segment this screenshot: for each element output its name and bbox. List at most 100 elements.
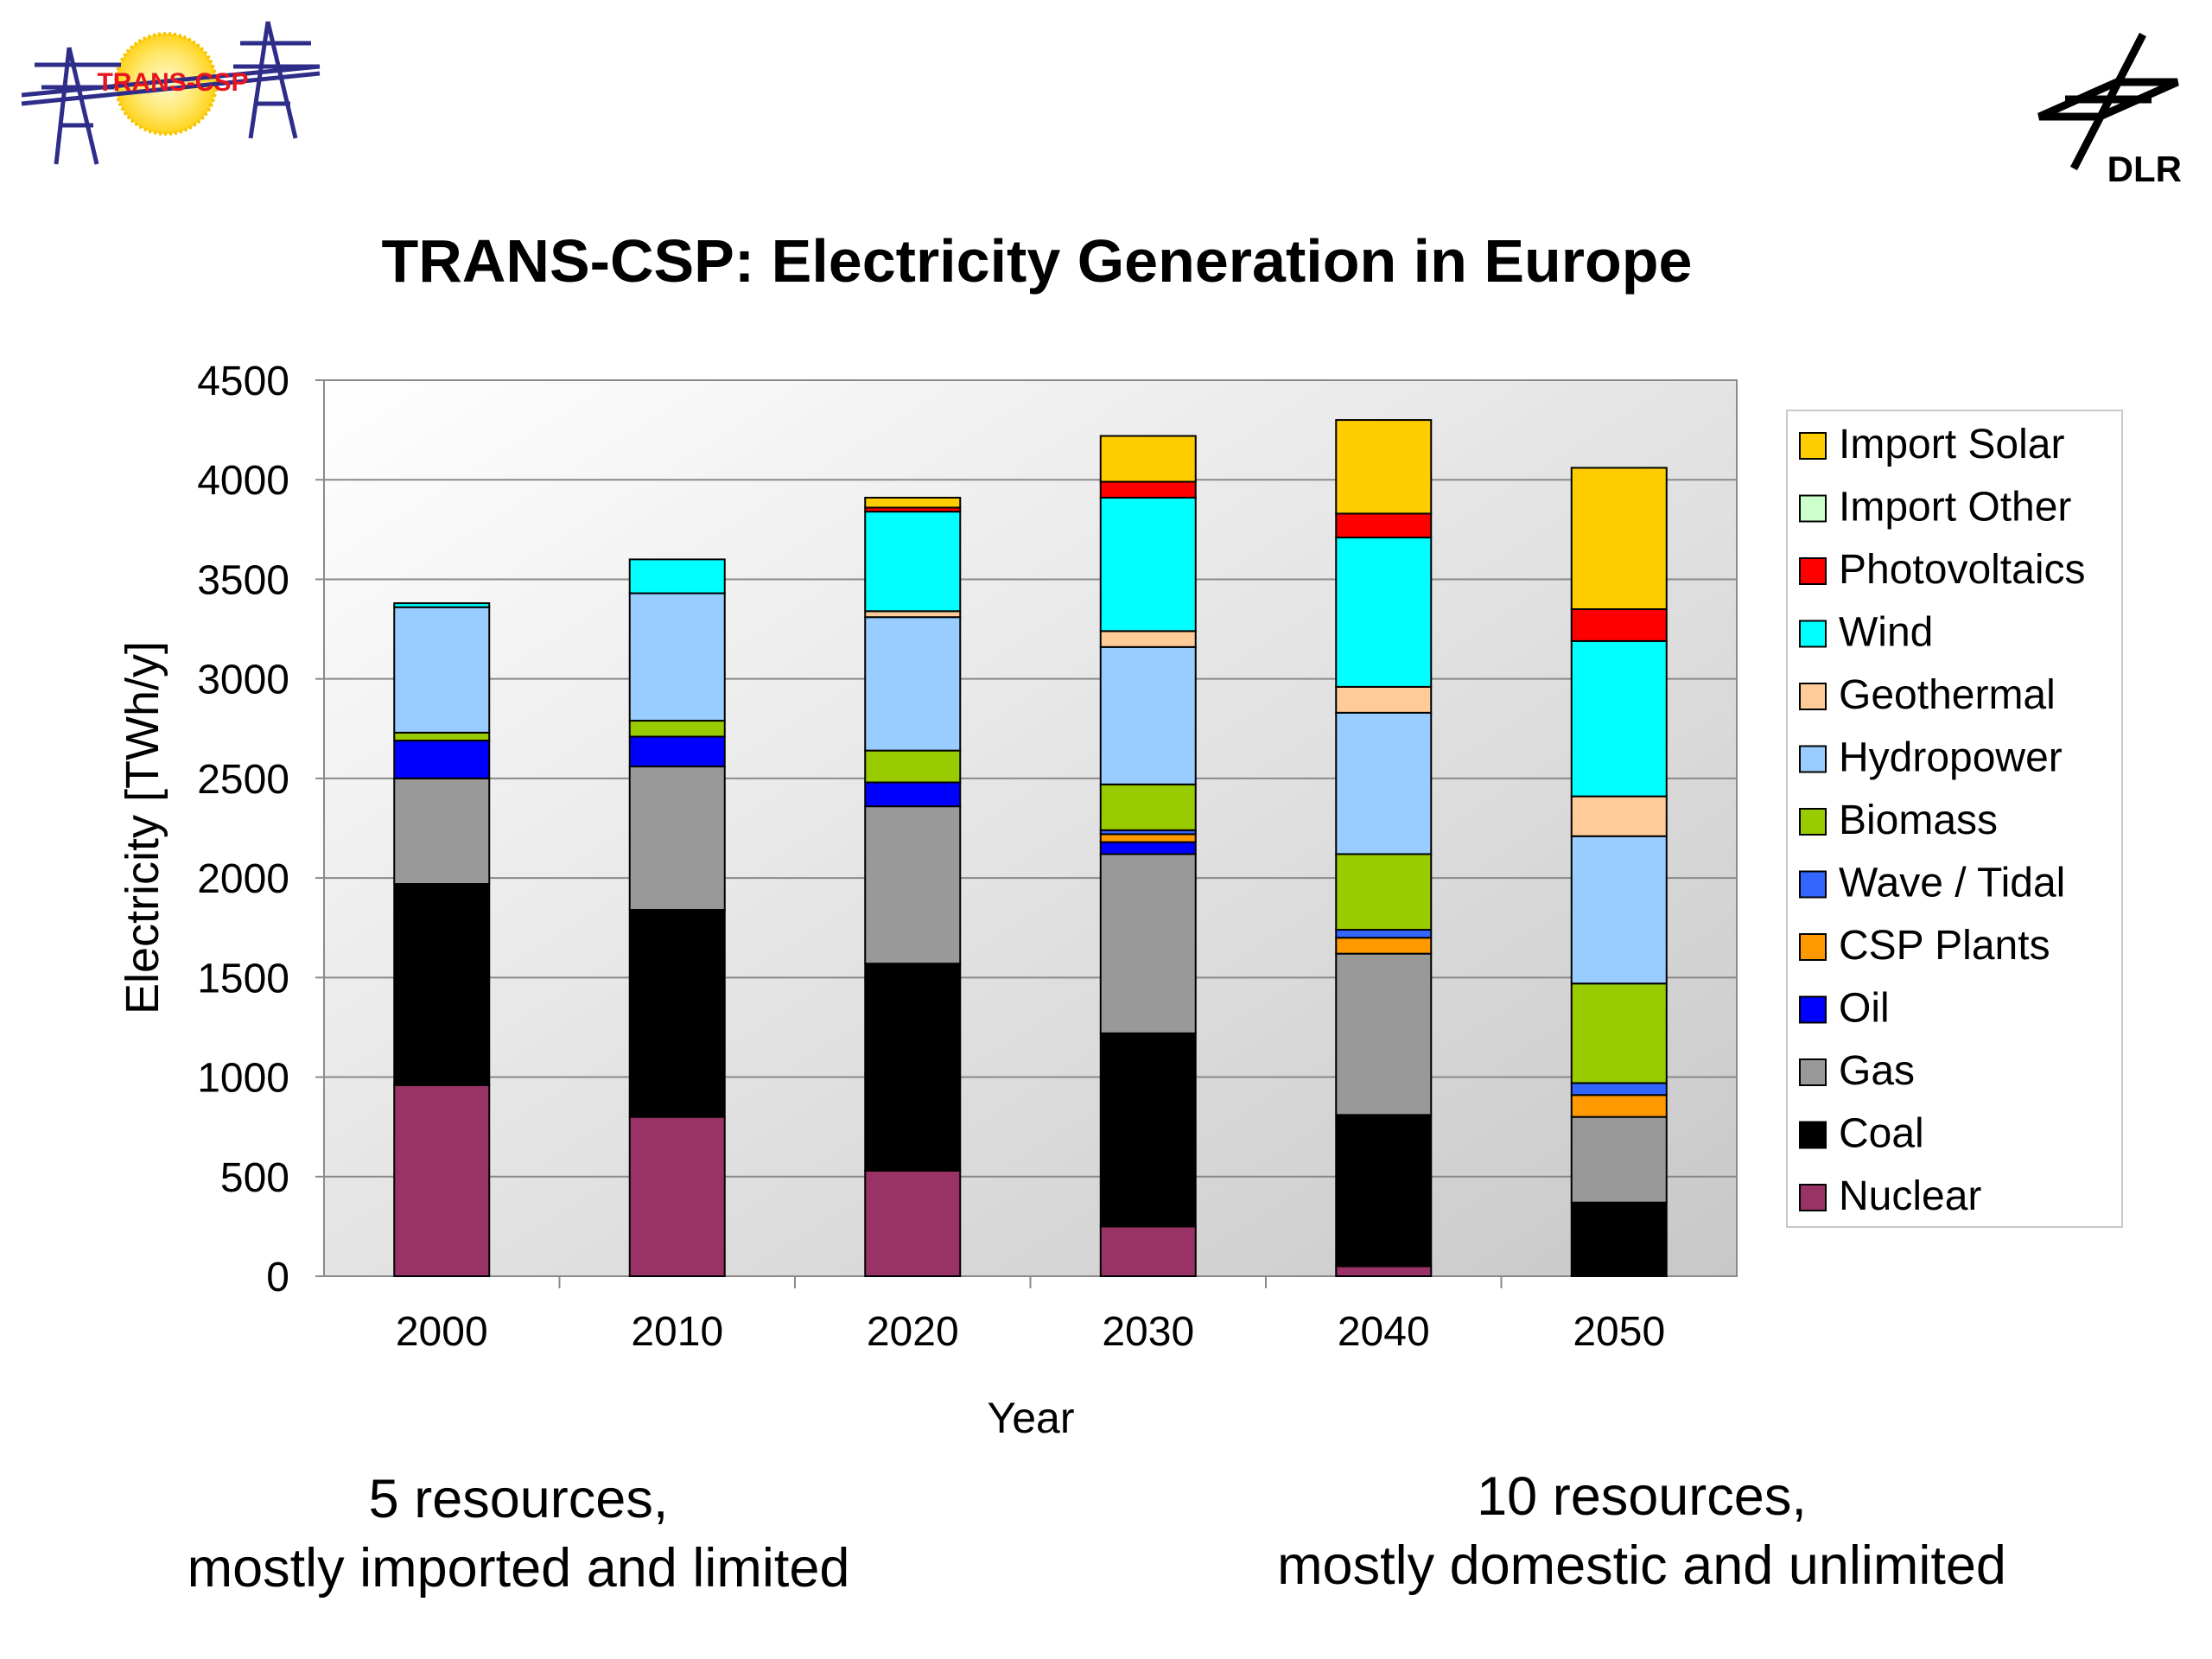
legend-swatch xyxy=(1799,683,1827,710)
bar-segment xyxy=(1570,835,1668,985)
bar-segment xyxy=(1570,1094,1668,1118)
bar-segment xyxy=(864,1169,962,1278)
bar-segment xyxy=(1099,1225,1197,1278)
bar-segment xyxy=(1099,480,1197,499)
x-tick-label: 2050 xyxy=(1573,1309,1665,1355)
footnote-left-line1: 5 resources, xyxy=(368,1469,669,1529)
bar-segment xyxy=(628,558,726,594)
x-tick-label: 2020 xyxy=(867,1309,959,1355)
bar-segment xyxy=(1099,783,1197,831)
legend-label: Photovoltaics xyxy=(1839,547,2086,593)
bar-segment xyxy=(1099,496,1197,632)
footnote-left-line2: mostly imported and limited xyxy=(187,1538,850,1599)
legend-label: Biomass xyxy=(1839,798,1998,843)
legend xyxy=(1786,410,2123,1228)
bar-segment xyxy=(1335,419,1433,515)
legend-label: Wind xyxy=(1839,610,1933,656)
bar-segment xyxy=(1570,467,1668,611)
legend-swatch xyxy=(1799,933,1827,961)
legend-swatch xyxy=(1799,494,1827,523)
bar-segment xyxy=(1335,685,1433,714)
legend-label: Oil xyxy=(1839,986,1890,1032)
bar-segment xyxy=(1335,952,1433,1116)
bar-segment xyxy=(1570,1116,1668,1204)
logo-text: DLR xyxy=(2107,149,2182,189)
footnote-right-line2: mostly domestic and unlimited xyxy=(1277,1535,2006,1596)
y-tick-label: 2500 xyxy=(197,757,289,803)
bar-segment xyxy=(864,511,962,613)
x-axis-label: Year xyxy=(987,1394,1074,1442)
bar-segment xyxy=(628,766,726,911)
legend-swatch xyxy=(1799,808,1827,836)
bar-segment xyxy=(393,777,491,886)
y-tick-label: 500 xyxy=(220,1155,289,1201)
bar-segment xyxy=(1335,537,1433,688)
y-tick-label: 3500 xyxy=(197,557,289,603)
legend-swatch xyxy=(1799,620,1827,648)
bar-segment xyxy=(393,602,491,608)
bar-segment xyxy=(1099,435,1197,483)
bar-segment xyxy=(393,740,491,779)
y-tick-label: 1000 xyxy=(197,1056,289,1102)
bar-segment xyxy=(1570,1201,1668,1278)
legend-swatch xyxy=(1799,995,1827,1024)
legend-label: Geothermal xyxy=(1839,672,2056,718)
x-tick-label: 2000 xyxy=(396,1309,488,1355)
legend-swatch xyxy=(1799,1184,1827,1211)
bar-segment xyxy=(1570,795,1668,837)
legend-label: Hydropower xyxy=(1839,735,2063,781)
y-tick-label: 1500 xyxy=(197,956,289,1001)
legend-swatch xyxy=(1799,557,1827,585)
legend-label: Wave / Tidal xyxy=(1839,861,2065,906)
bar-segment xyxy=(1099,853,1197,1034)
y-tick-label: 4000 xyxy=(197,458,289,504)
y-axis-label: Electricity [TWh/y] xyxy=(117,641,168,1014)
legend-label: Import Other xyxy=(1839,485,2071,531)
legend-label: Import Solar xyxy=(1839,422,2064,467)
bar-segment xyxy=(1570,982,1668,1084)
bar-segment xyxy=(393,883,491,1086)
bar-segment xyxy=(864,610,962,619)
y-tick-label: 3000 xyxy=(197,658,289,703)
bar-segment xyxy=(1099,833,1197,843)
bar-segment xyxy=(1099,1032,1197,1228)
legend-swatch xyxy=(1799,432,1827,460)
bar-segment xyxy=(1099,841,1197,855)
bar-segment xyxy=(1570,639,1668,798)
bar-segment xyxy=(864,749,962,784)
bar-segment xyxy=(1335,711,1433,855)
bar-segment xyxy=(628,720,726,738)
y-tick-label: 0 xyxy=(266,1255,289,1300)
bar-segment xyxy=(1335,929,1433,939)
legend-swatch xyxy=(1799,745,1827,773)
bar-segment xyxy=(864,781,962,808)
bar-segment xyxy=(864,805,962,965)
bar-segment xyxy=(864,616,962,752)
bar-segment xyxy=(393,606,491,734)
bar-segment xyxy=(864,496,962,509)
bar-segment xyxy=(1335,937,1433,955)
chart-title: TRANS-CSP: Electricity Generation in Eur… xyxy=(381,227,1693,295)
footnote-right: 10 resources, mostly domestic and unlimi… xyxy=(1210,1462,2074,1600)
x-tick-label: 2040 xyxy=(1338,1309,1430,1355)
legend-swatch xyxy=(1799,1121,1827,1149)
legend-swatch xyxy=(1799,1058,1827,1086)
bar-segment xyxy=(864,963,962,1172)
arrow-icon xyxy=(1020,1491,1080,1551)
bar-segment xyxy=(628,735,726,768)
bar-segment xyxy=(1099,645,1197,785)
bar-segment xyxy=(628,1116,726,1277)
footnote-left: 5 resources, mostly imported and limited xyxy=(86,1465,950,1603)
bar-segment xyxy=(393,1084,491,1277)
bar-segment xyxy=(1570,1082,1668,1096)
trans-csp-logo: TRANS-CSP xyxy=(21,21,321,165)
stacked-bar-chart: 0 500 1000 1500 2000 2500 3000 3500 4000 4500 200… xyxy=(117,359,2123,1442)
legend-label: Nuclear xyxy=(1839,1173,1981,1219)
bar-segment xyxy=(1335,512,1433,539)
footnote-right-line1: 10 resources, xyxy=(1477,1466,1807,1527)
legend-label: CSP Plants xyxy=(1839,923,2050,969)
y-tick-label: 4500 xyxy=(197,359,289,404)
legend-label: Coal xyxy=(1839,1111,1924,1157)
bar-segment xyxy=(1335,1114,1433,1268)
bar-segment xyxy=(1335,1265,1433,1278)
